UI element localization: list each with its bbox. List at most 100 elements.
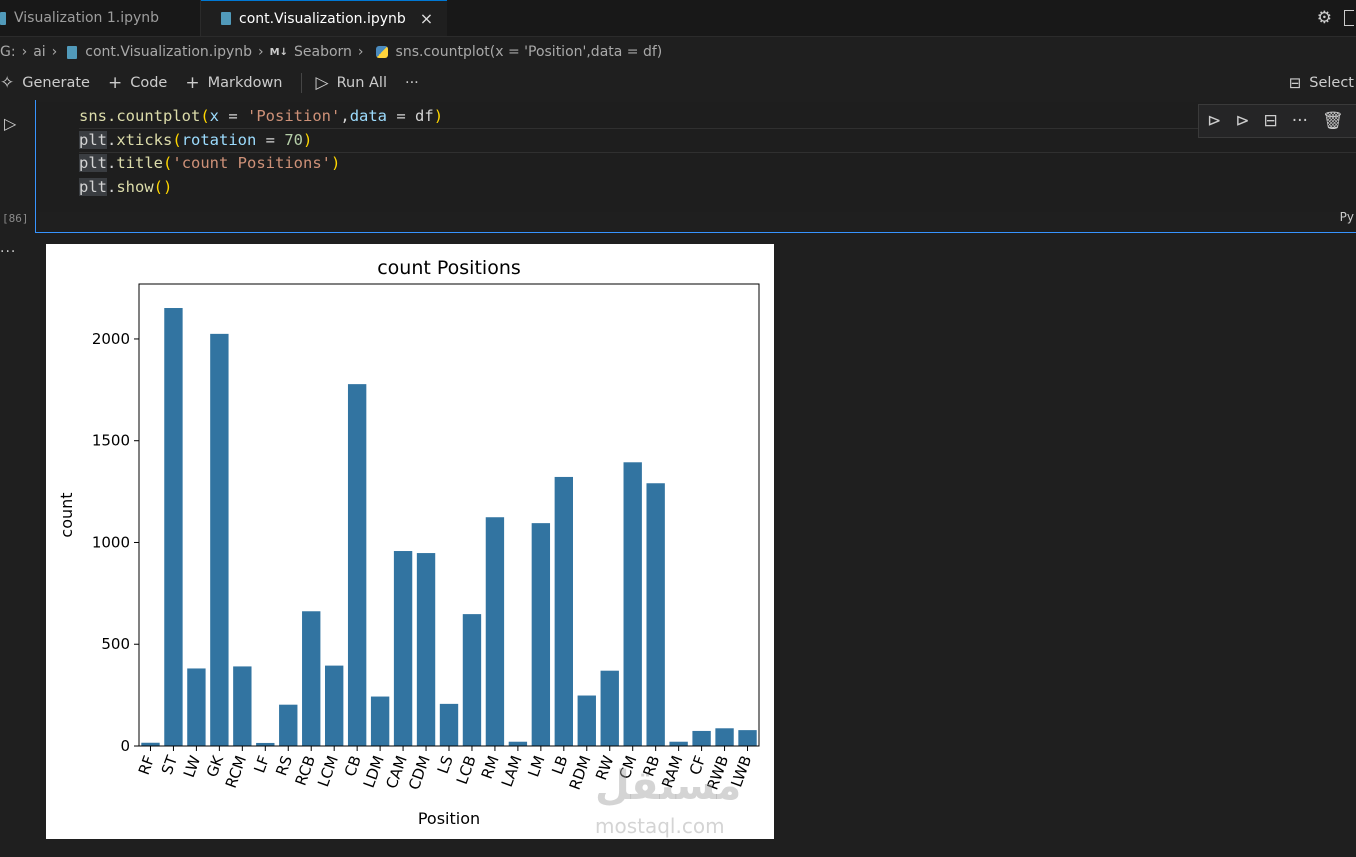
bar-LF: [256, 742, 275, 746]
bar-RB: [646, 483, 665, 746]
breadcrumb: G: › ai › cont.Visualization.ipynb › M↓ …: [0, 38, 1356, 66]
plus-icon: +: [185, 73, 200, 93]
x-tick-label-LF: LF: [250, 753, 273, 775]
y-tick-label-500: 500: [101, 635, 130, 653]
split-editor-icon[interactable]: [1344, 10, 1354, 26]
x-tick-label-RCM: RCM: [222, 753, 250, 790]
markdown-label: Markdown: [207, 75, 283, 91]
tab-label: cont.Visualization.ipynb: [239, 10, 406, 27]
bar-RS: [279, 704, 298, 746]
python-icon: [375, 46, 388, 58]
bar-LDM: [370, 696, 390, 746]
close-icon[interactable]: ×: [419, 9, 434, 28]
x-tick-label-RS: RS: [272, 753, 296, 778]
run-all-label: Run All: [336, 75, 387, 91]
split-cell-icon[interactable]: ⊟: [1263, 111, 1278, 131]
bar-CF: [692, 730, 711, 746]
bar-RAM: [669, 741, 688, 746]
trash-icon[interactable]: 🗑: [1321, 111, 1344, 131]
breadcrumb-root[interactable]: G:: [0, 44, 16, 60]
bar-RWB: [715, 728, 734, 746]
run-cell-icon[interactable]: ▷: [4, 114, 17, 133]
bar-RF: [141, 742, 160, 746]
bar-RDM: [577, 695, 596, 746]
notebook-toolbar: ✧ Generate + Code + Markdown ▷ Run All ·…: [0, 68, 1356, 98]
sparkle-icon: ✧: [0, 73, 15, 93]
generate-button[interactable]: ✧ Generate: [0, 73, 90, 93]
x-tick-label-LS: LS: [434, 753, 457, 776]
current-line-highlight: [79, 128, 1356, 153]
breadcrumb-symbol[interactable]: sns.countplot(x = 'Position',data = df): [395, 44, 663, 60]
y-tick-label-1500: 1500: [92, 432, 130, 450]
watermark: مستقل mostaql.com: [595, 766, 741, 838]
execute-below-icon[interactable]: ⊳: [1235, 111, 1250, 131]
x-tick-label-CF: CF: [686, 753, 709, 777]
cell-editor[interactable]: [36, 102, 1356, 212]
chevron-right-icon: ›: [258, 44, 264, 60]
bar-RW: [600, 670, 619, 746]
y-tick-label-0: 0: [120, 737, 130, 755]
chart-title: count Positions: [377, 257, 521, 279]
code-text[interactable]: sns.countplot(x = 'Position',data = df) …: [79, 107, 444, 196]
breadcrumb-file[interactable]: cont.Visualization.ipynb: [85, 44, 253, 60]
run-all-button[interactable]: ▷ Run All: [316, 73, 387, 93]
execute-above-icon[interactable]: ⊳: [1207, 111, 1222, 131]
plot-output: 0 500 1000 1500 2000 RF ST LW GK RCM LF RS RCB LCM CB L…: [46, 244, 774, 839]
bar-RM: [485, 517, 505, 746]
output-more-icon[interactable]: ···: [0, 244, 17, 260]
x-tick-label-ST: ST: [158, 752, 182, 777]
watermark-arabic: مستقل: [595, 763, 742, 809]
x-tick-label-RF: RF: [135, 753, 158, 777]
add-code-button[interactable]: + Code: [108, 73, 167, 93]
bar-RCB: [302, 611, 321, 746]
bar-RCM: [233, 666, 252, 746]
bar-CM: [623, 462, 642, 746]
code-label: Code: [130, 75, 168, 91]
bar-LW: [187, 668, 206, 746]
bar-LB: [554, 476, 573, 746]
tab-bar: Visualization 1.ipynb cont.Visualization…: [0, 0, 1356, 37]
bar-ST: [164, 308, 183, 746]
x-tick-label-LB: LB: [548, 753, 571, 777]
tab-visualization-1[interactable]: Visualization 1.ipynb: [0, 0, 201, 36]
x-tick-label-LAM: LAM: [498, 753, 526, 789]
y-tick-label-2000: 2000: [92, 330, 130, 348]
bar-LS: [439, 703, 459, 746]
add-markdown-button[interactable]: + Markdown: [185, 73, 282, 93]
chevron-right-icon: ›: [51, 44, 58, 60]
breadcrumb-folder[interactable]: ai: [33, 44, 46, 60]
bar-CB: [347, 384, 367, 746]
editor-actions: ⚙: [1317, 0, 1356, 36]
ellipsis-icon: ···: [404, 75, 419, 91]
cell-toolbar: ⊳ ⊳ ⊟ ··· 🗑: [1198, 104, 1356, 138]
bar-LM: [531, 523, 551, 746]
breadcrumb-section[interactable]: Seaborn: [294, 44, 352, 60]
bar-LCM: [325, 665, 344, 746]
x-tick-label-LW: LW: [180, 753, 204, 780]
bar-LWB: [738, 730, 757, 746]
select-kernel-button[interactable]: ⊟ Select: [1289, 68, 1354, 98]
bar-CDM: [416, 553, 436, 746]
ellipsis-icon[interactable]: ···: [1291, 111, 1308, 131]
notebook-file-icon: [221, 12, 231, 25]
bar-LAM: [508, 741, 528, 746]
generate-label: Generate: [22, 75, 90, 91]
gear-icon[interactable]: ⚙: [1316, 8, 1332, 28]
x-tick-label-GK: GK: [203, 752, 228, 779]
cell-language-tag[interactable]: Py: [1339, 210, 1354, 224]
execution-count: [86]: [2, 212, 29, 225]
tab-label: Visualization 1.ipynb: [14, 10, 160, 26]
y-axis-label: count: [57, 492, 76, 537]
x-tick-label-LCB: LCB: [453, 753, 480, 787]
y-tick-label-1000: 1000: [92, 533, 130, 551]
tab-cont-visualization[interactable]: cont.Visualization.ipynb ×: [201, 0, 447, 36]
more-actions-button[interactable]: ···: [405, 75, 419, 91]
notebook-file-icon: [67, 45, 78, 59]
notebook-file-icon: [0, 11, 6, 25]
x-tick-label-CB: CB: [341, 753, 365, 779]
bar-GK: [210, 333, 229, 746]
select-kernel-label: Select: [1309, 75, 1354, 91]
x-axis-label: Position: [418, 809, 480, 828]
watermark-url: mostaql.com: [595, 814, 725, 838]
